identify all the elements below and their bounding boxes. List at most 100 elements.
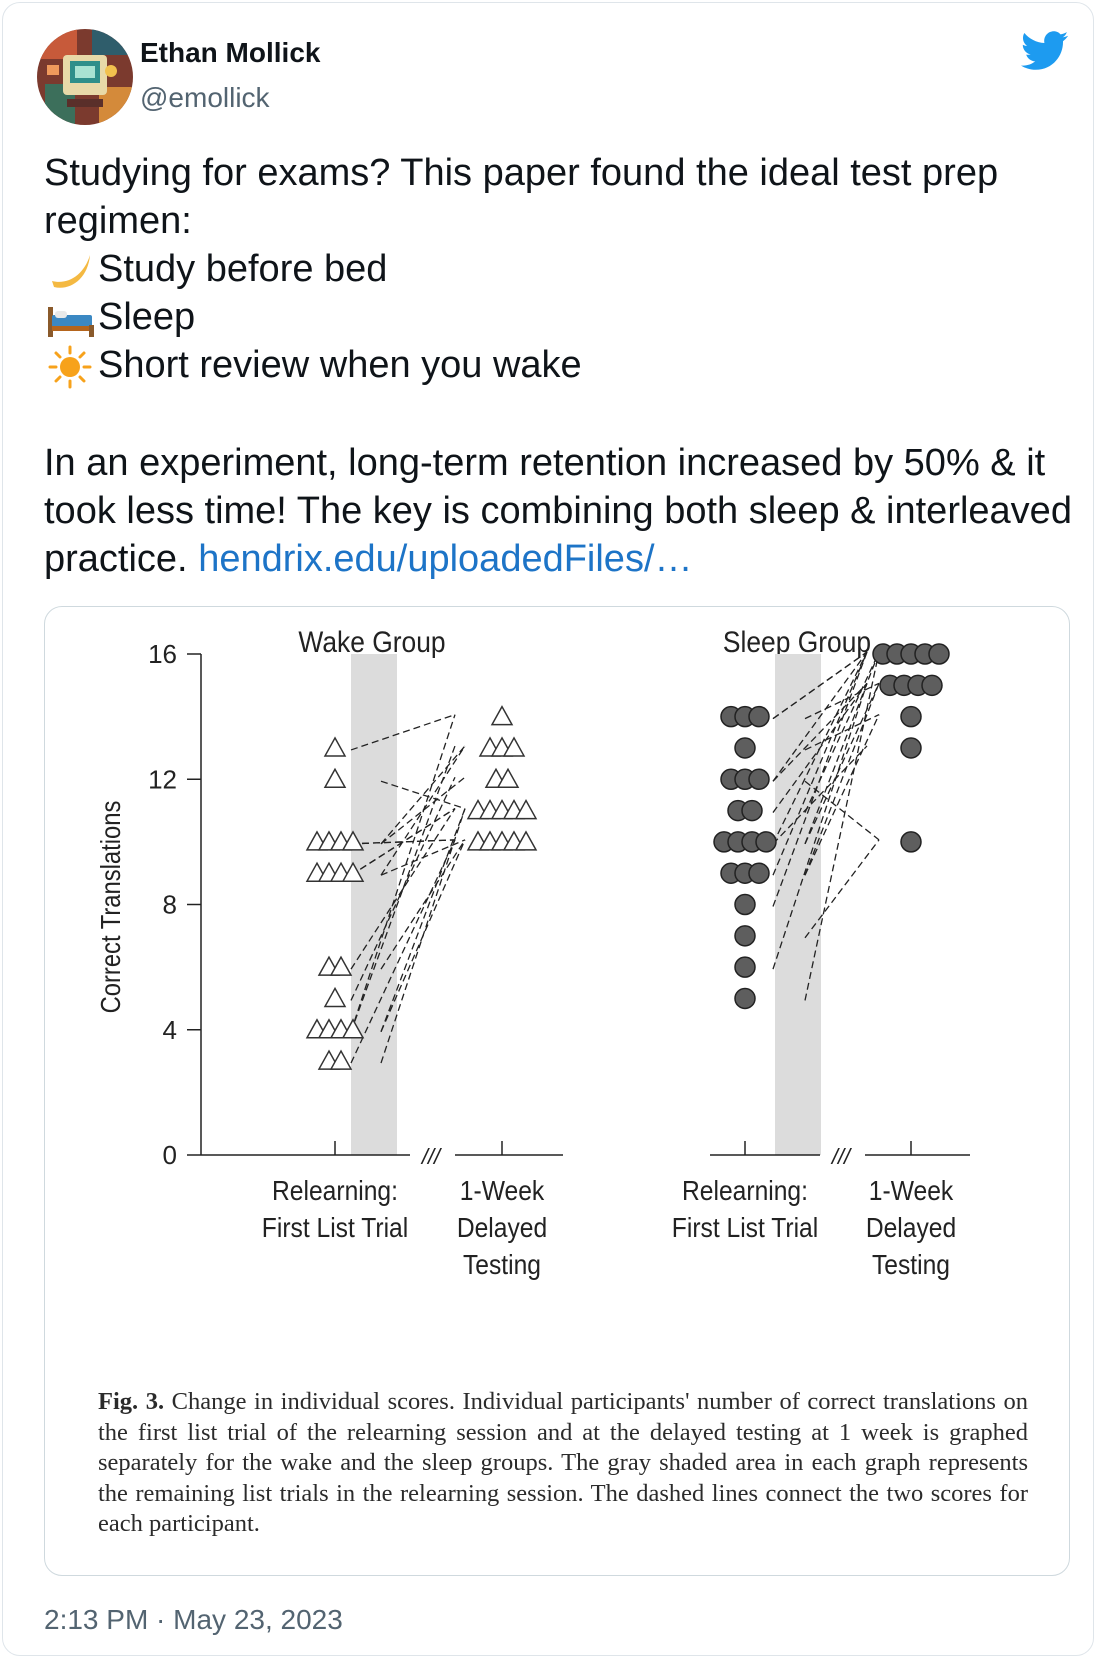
data-point-circle <box>921 674 943 697</box>
participant-connector <box>350 808 456 876</box>
relearning-shaded-area <box>351 654 397 1155</box>
y-tick-label: 8 <box>163 890 177 920</box>
participant-connector <box>772 651 868 907</box>
data-point-circle <box>900 831 922 853</box>
data-point-triangle <box>323 986 347 1008</box>
participant-connector <box>804 651 880 1001</box>
sun-emoji <box>48 345 92 389</box>
tweet-image[interactable]: Correct Translations 0 4 8 12 16 Wake Group ///… <box>44 606 1070 1576</box>
participant-connector <box>772 745 868 845</box>
participant-connector <box>804 683 880 845</box>
figure-caption: Fig. 3. Change in individual scores. Ind… <box>98 1387 1028 1540</box>
participant-connector <box>350 839 456 845</box>
data-point-circle <box>900 737 922 759</box>
caption-label: Fig. 3. <box>98 1388 165 1415</box>
participant-connector <box>380 780 466 810</box>
data-point-circle <box>741 799 763 822</box>
data-point-triangle <box>329 955 353 976</box>
data-point-triangle <box>323 736 347 757</box>
participant-connector <box>804 714 880 751</box>
data-point-circle <box>734 925 756 947</box>
data-point-circle <box>755 831 777 853</box>
data-point-triangle <box>496 767 520 788</box>
data-point-circle <box>734 987 756 1010</box>
x-tick-label: 1-Week <box>869 1175 954 1207</box>
panel-title: Sleep Group <box>723 624 871 658</box>
participant-connector <box>804 651 880 813</box>
data-point-triangle <box>323 767 347 788</box>
author-handle[interactable]: @emollick <box>140 82 270 113</box>
step-study: Study before bed <box>44 245 1074 293</box>
avatar[interactable] <box>37 29 133 125</box>
participant-connector <box>350 839 456 1064</box>
x-tick-label: First List Trial <box>262 1212 408 1244</box>
step-sleep-label: Sleep <box>98 296 196 338</box>
data-point-triangle <box>341 1018 365 1039</box>
participant-connector <box>804 683 880 876</box>
participant-connector <box>772 651 868 845</box>
x-tick-label: Relearning: <box>272 1175 398 1207</box>
data-point-circle <box>748 768 770 790</box>
participant-connector <box>804 682 880 720</box>
participant-connector <box>350 808 456 970</box>
participant-connector <box>772 682 868 782</box>
data-point-circle <box>734 956 756 978</box>
participant-connector <box>772 651 868 782</box>
participant-connector <box>804 714 880 876</box>
x-tick-label: First List Trial <box>672 1212 818 1244</box>
y-axis-label: Correct Translations <box>94 801 126 1014</box>
data-point-circle <box>748 705 770 728</box>
step-study-label: Study before bed <box>98 248 388 290</box>
data-point-circle <box>900 705 922 728</box>
data-point-circle <box>928 643 950 665</box>
y-tick-label: 0 <box>163 1140 177 1170</box>
data-point-triangle <box>329 1049 353 1070</box>
paper-link[interactable]: hendrix.edu/uploadedFiles/… <box>198 538 693 580</box>
data-point-triangle <box>341 830 365 851</box>
data-point-triangle <box>502 736 526 757</box>
y-tick-label: 16 <box>148 639 177 669</box>
panel-title: Wake Group <box>298 624 445 658</box>
bed-emoji <box>48 306 94 337</box>
participant-connector <box>772 651 868 720</box>
axis-break-mark: /// <box>420 1144 442 1169</box>
data-point-circle <box>734 737 756 759</box>
data-point-triangle <box>514 799 538 820</box>
step-review-label: Short review when you wake <box>98 344 582 386</box>
author-name[interactable]: Ethan Mollick <box>140 37 321 68</box>
data-point-triangle <box>341 861 365 882</box>
participant-connector <box>380 808 466 1032</box>
participant-connector <box>804 780 880 841</box>
tweet-paragraph-2: In an experiment, long-term retention in… <box>44 442 1072 580</box>
crescent-moon-emoji <box>52 254 90 288</box>
step-sleep: Sleep <box>44 293 1074 341</box>
x-tick-label: Relearning: <box>682 1175 808 1207</box>
participant-connector <box>380 839 466 970</box>
participant-connector <box>772 651 868 876</box>
tweet-timestamp[interactable]: 2:13 PM · May 23, 2023 <box>44 1604 343 1635</box>
x-tick-label: Delayed <box>866 1212 956 1244</box>
y-tick-label: 4 <box>163 1015 177 1045</box>
participant-connector <box>380 808 466 1064</box>
tweet-text: Studying for exams? This paper found the… <box>44 149 1074 583</box>
axis-break-mark: /// <box>830 1144 852 1169</box>
participant-connector <box>772 682 868 813</box>
participant-connector <box>350 745 456 1032</box>
x-tick-label: Delayed <box>457 1212 547 1244</box>
relearning-shaded-area <box>775 654 821 1155</box>
participant-connector <box>350 714 456 1032</box>
participant-connector <box>350 714 456 751</box>
data-point-circle <box>734 893 756 916</box>
twitter-bird-icon[interactable] <box>1021 31 1069 71</box>
figure-chart: Correct Translations 0 4 8 12 16 Wake Group ///… <box>94 624 970 1281</box>
participant-connector <box>804 839 880 939</box>
data-point-triangle <box>490 705 514 726</box>
x-tick-label: 1-Week <box>460 1175 545 1207</box>
tweet-line-1: Studying for exams? This paper found the… <box>44 152 999 242</box>
participant-connector <box>350 776 456 1001</box>
x-tick-label: Testing <box>872 1249 950 1281</box>
x-tick-label: Testing <box>463 1249 541 1281</box>
step-review: Short review when you wake <box>44 341 1074 389</box>
y-tick-label: 12 <box>148 764 177 794</box>
